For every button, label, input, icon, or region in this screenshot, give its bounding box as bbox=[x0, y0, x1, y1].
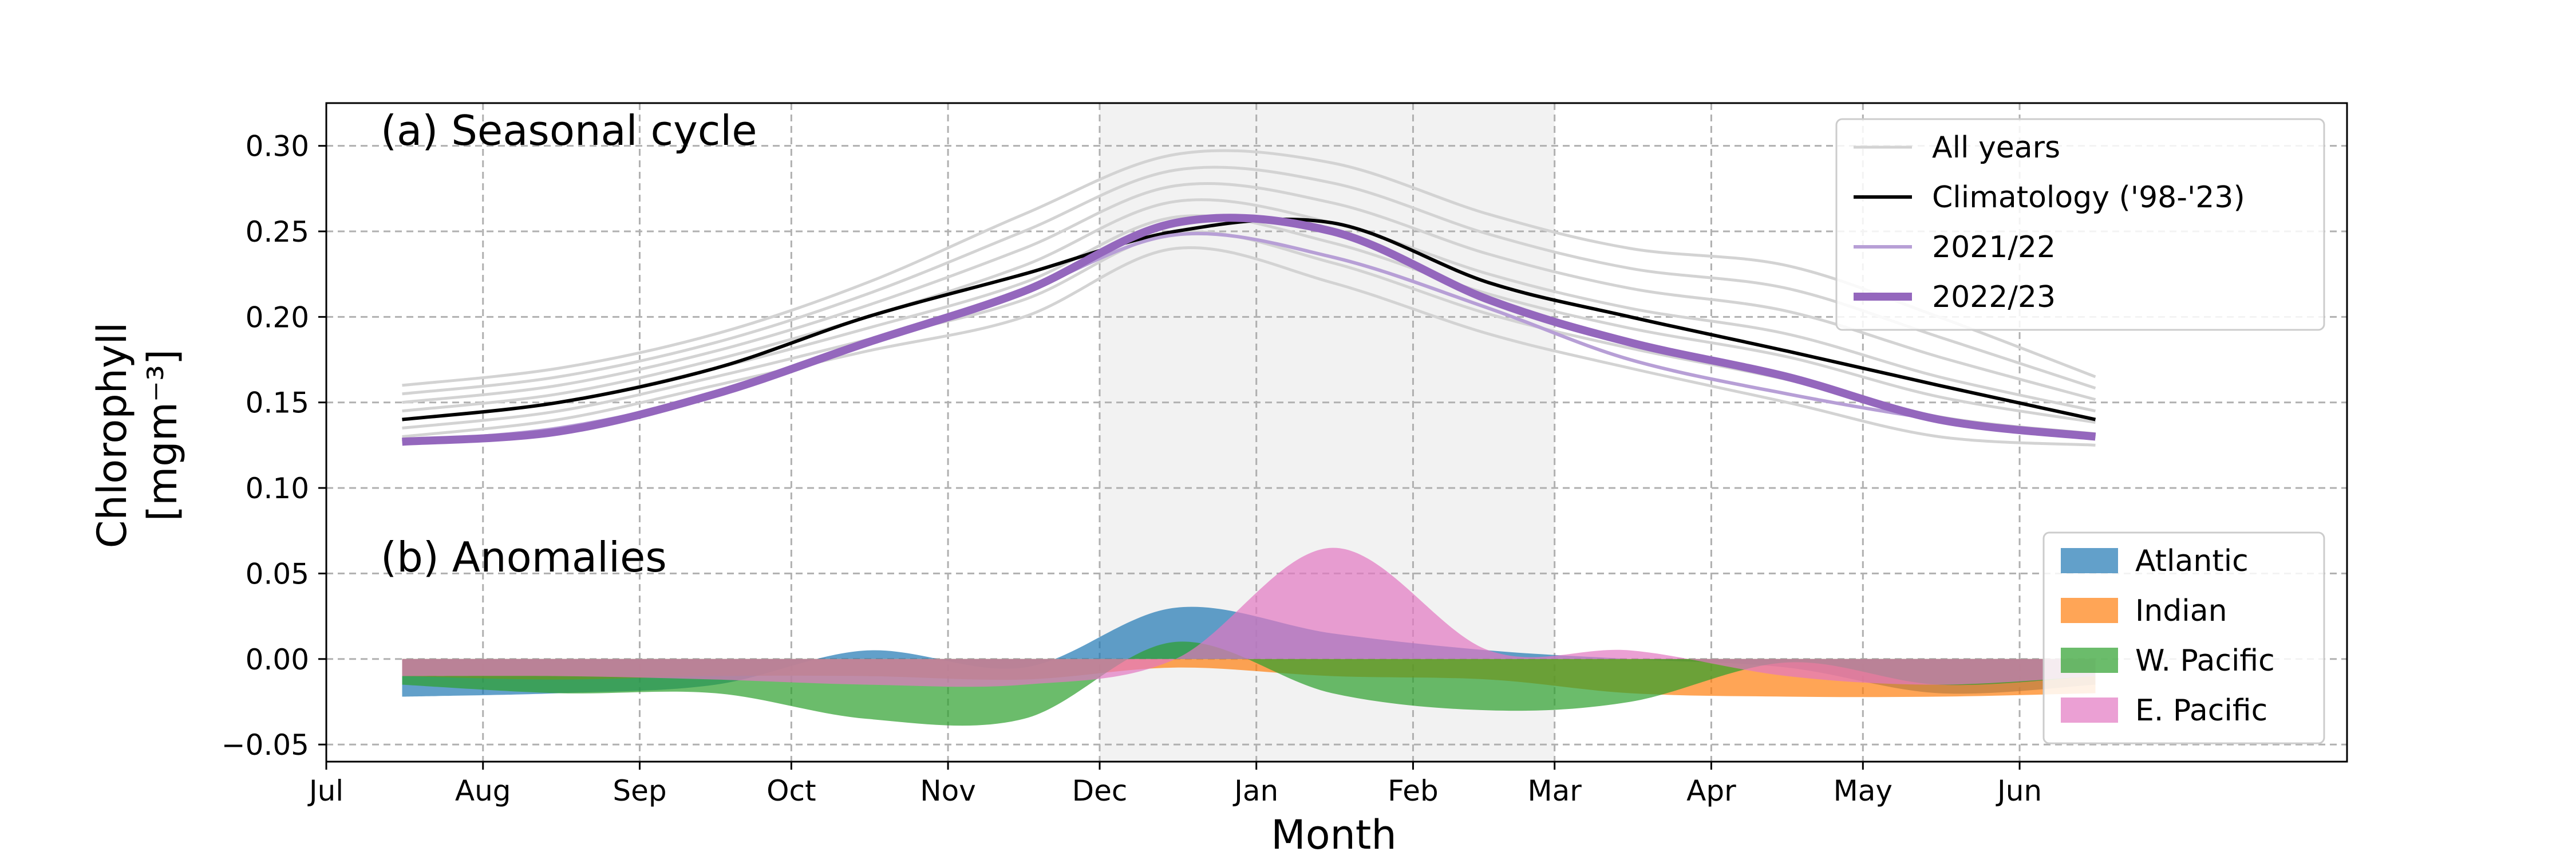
legend-b-box bbox=[2042, 531, 2325, 744]
legend-a-entry: All years bbox=[1932, 131, 2060, 165]
x-tick-label: Dec bbox=[1072, 774, 1128, 807]
x-tick-label: Apr bbox=[1686, 774, 1736, 807]
anomalies-areas bbox=[402, 547, 2096, 726]
line-2022-23 bbox=[402, 214, 2096, 446]
x-tick-label: Feb bbox=[1388, 774, 1439, 807]
y-axis-ticks: −0.05 0.00 0.05 0.10 0.15 0.20 0.25 0.30 bbox=[222, 130, 326, 762]
y-tick-label: 0.25 bbox=[246, 215, 309, 249]
legend-a-entry: 2021/22 bbox=[1932, 230, 2056, 265]
legend-b-entry: Indian bbox=[2135, 594, 2227, 628]
legend-b-swatch bbox=[2061, 598, 2118, 623]
all-years-line bbox=[402, 182, 2096, 404]
legend-b-swatch bbox=[2061, 548, 2118, 573]
y-tick-label: 0.30 bbox=[246, 130, 309, 163]
y-axis-label-line2: [mgm⁻³] bbox=[139, 349, 186, 521]
x-tick-label: Aug bbox=[455, 774, 511, 807]
y-axis-label-line1: Chlorophyll bbox=[89, 322, 136, 549]
x-tick-label: May bbox=[1834, 774, 1893, 807]
y-tick-label: 0.05 bbox=[246, 557, 309, 590]
legend-a-entry: Climatology ('98-'23) bbox=[1932, 180, 2245, 215]
legend-a-box bbox=[1835, 118, 2325, 331]
anomaly-area-e-pacific bbox=[402, 547, 2096, 687]
y-tick-label: 0.10 bbox=[246, 472, 309, 505]
y-tick-label: 0.20 bbox=[246, 301, 309, 334]
plot-frame bbox=[325, 102, 2348, 763]
all-years-line bbox=[402, 149, 2096, 387]
x-axis-label: Month bbox=[1271, 811, 1396, 858]
legend-b-entry: W. Pacific bbox=[2135, 644, 2275, 678]
x-axis-ticks: Jul Aug Sep Oct Nov Dec Jan Feb Mar Apr May Jun bbox=[307, 762, 2042, 807]
all-years-line bbox=[402, 198, 2096, 413]
legend-b-swatch bbox=[2061, 648, 2118, 673]
all-years-line bbox=[402, 246, 2096, 447]
seasonal-cycle-lines bbox=[402, 149, 2096, 447]
legend-b-entry: E. Pacific bbox=[2135, 693, 2267, 728]
x-tick-label: Nov bbox=[920, 774, 976, 807]
x-tick-label: Mar bbox=[1528, 774, 1582, 807]
legend-b-swatch bbox=[2061, 698, 2118, 723]
legend-anomalies: Atlantic Indian W. Pacific E. Pacific bbox=[2042, 531, 2325, 744]
x-tick-label: Oct bbox=[767, 774, 816, 807]
panel-a-label: (a) Seasonal cycle bbox=[381, 107, 757, 155]
legend-a-entry: 2022/23 bbox=[1932, 280, 2056, 314]
x-tick-label: Jan bbox=[1232, 774, 1278, 807]
y-tick-label: −0.05 bbox=[222, 728, 309, 762]
y-axis-label: Chlorophyll [mgm⁻³] bbox=[89, 322, 186, 549]
y-tick-label: 0.15 bbox=[246, 387, 309, 420]
y-tick-label: 0.00 bbox=[246, 643, 309, 676]
x-tick-label: Jul bbox=[307, 774, 343, 807]
panel-b-label: (b) Anomalies bbox=[381, 533, 667, 581]
all-years-line bbox=[402, 166, 2096, 396]
x-tick-label: Sep bbox=[613, 774, 666, 807]
legend-b-entry: Atlantic bbox=[2135, 544, 2249, 578]
x-tick-label: Jun bbox=[1996, 774, 2042, 807]
legend-seasonal-cycle: All years Climatology ('98-'23) 2021/22 202… bbox=[1835, 118, 2325, 331]
